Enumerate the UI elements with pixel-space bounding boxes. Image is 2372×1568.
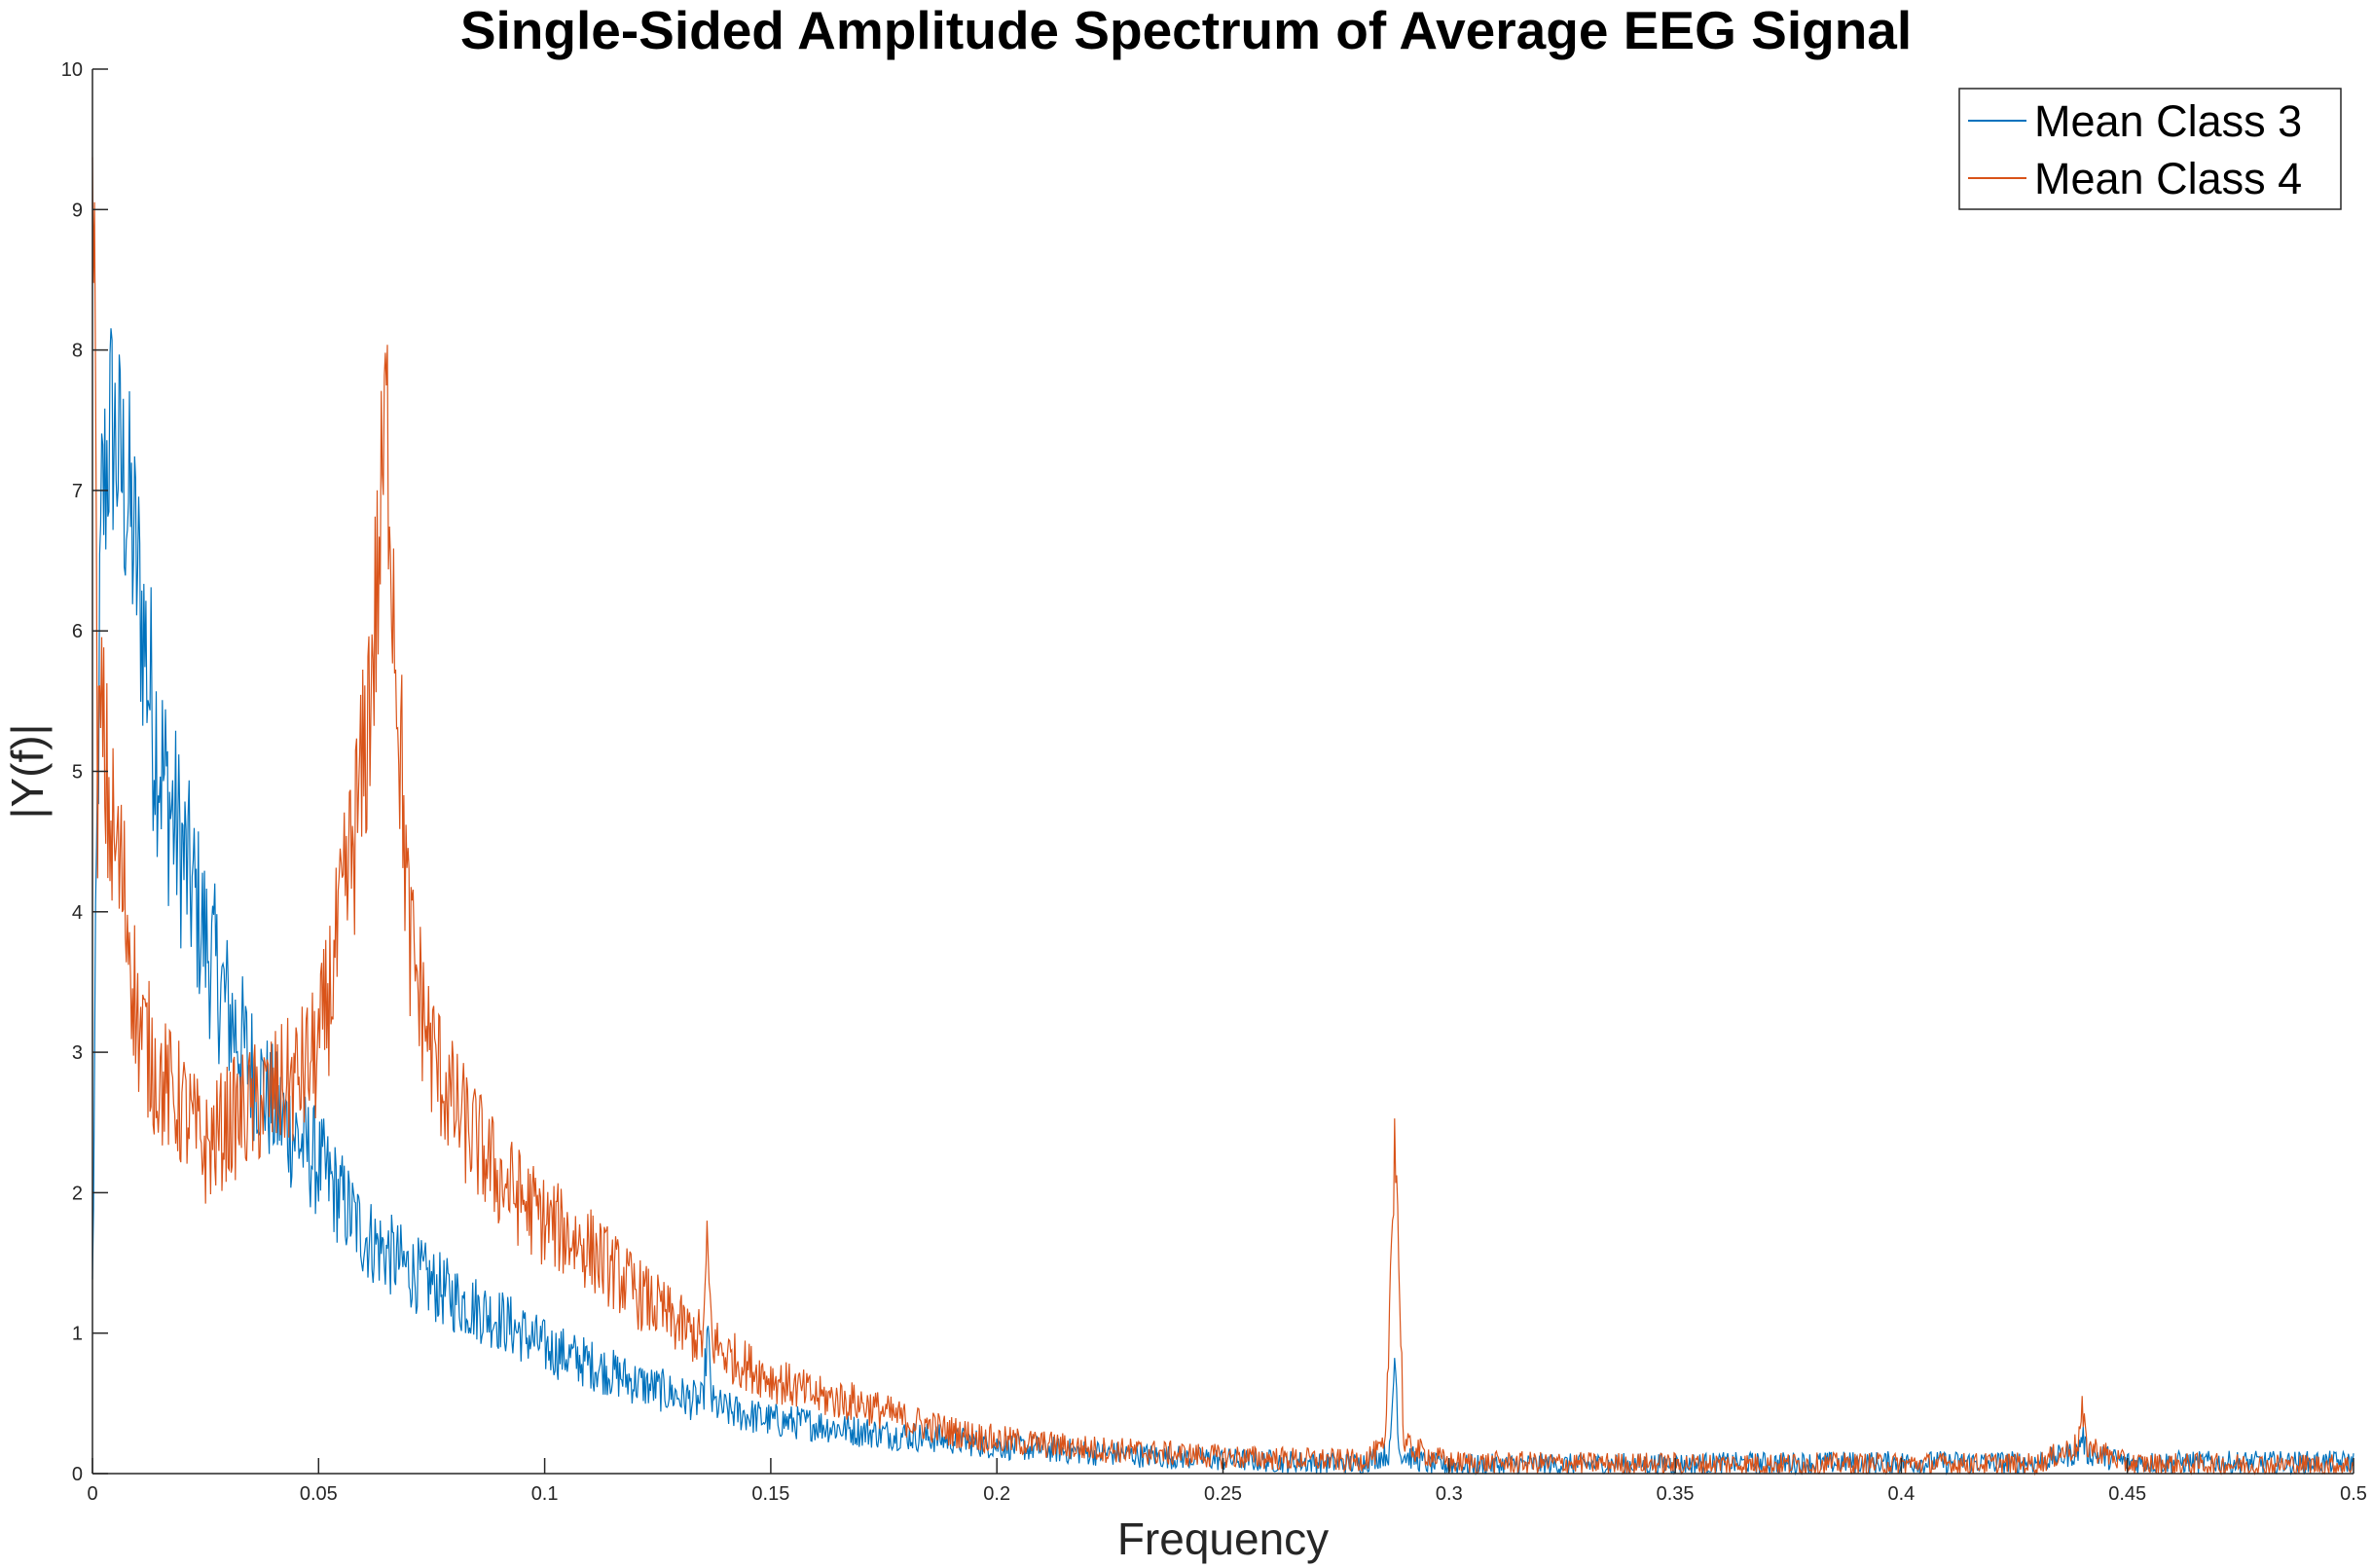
- x-tick-label: 0: [87, 1483, 97, 1505]
- x-tick-label: 0.1: [531, 1483, 559, 1505]
- x-tick-label: 0.15: [751, 1483, 789, 1505]
- x-tick-label: 0.45: [2108, 1483, 2146, 1505]
- x-tick-label: 0.3: [1436, 1483, 1463, 1505]
- series-line-mean-class-4: [91, 157, 2354, 1477]
- x-axis-label: Frequency: [1117, 1513, 1329, 1564]
- y-tick-label: 5: [72, 762, 83, 784]
- y-tick-label: 1: [72, 1324, 83, 1345]
- legend-label-mean-class-4: Mean Class 4: [2034, 154, 2302, 203]
- legend: Mean Class 3 Mean Class 4: [1958, 88, 2342, 210]
- x-tick-label: 0.4: [1887, 1483, 1915, 1505]
- y-tick-label: 3: [72, 1042, 83, 1064]
- chart-title: Single-Sided Amplitude Spectrum of Avera…: [459, 0, 1913, 60]
- y-tick-label: 0: [72, 1464, 83, 1485]
- y-axis-label: |Y(f)|: [2, 724, 53, 820]
- y-tick-label: 10: [61, 59, 83, 81]
- y-tick-label: 7: [72, 481, 83, 502]
- y-tick-label: 9: [72, 200, 83, 221]
- x-tick-label: 0.25: [1204, 1483, 1242, 1505]
- x-tick-label: 0.2: [983, 1483, 1010, 1505]
- x-tick-label: 0.05: [300, 1483, 338, 1505]
- y-tick-label: 4: [72, 902, 83, 924]
- x-tick-label: 0.5: [2340, 1483, 2367, 1505]
- plot-area: [92, 69, 2354, 1474]
- y-tick-label: 8: [72, 341, 83, 362]
- tick-layer: 0 0.05 0.1 0.15 0.2 0.25 0.3 0.35 0.4 0.45 0.5 0 1 2 3…: [61, 59, 2367, 1505]
- y-tick-label: 2: [72, 1183, 83, 1204]
- legend-box: [1958, 88, 2342, 210]
- legend-label-mean-class-3: Mean Class 3: [2034, 96, 2302, 146]
- y-tick-label: 6: [72, 621, 83, 642]
- x-tick-label: 0.35: [1657, 1483, 1695, 1505]
